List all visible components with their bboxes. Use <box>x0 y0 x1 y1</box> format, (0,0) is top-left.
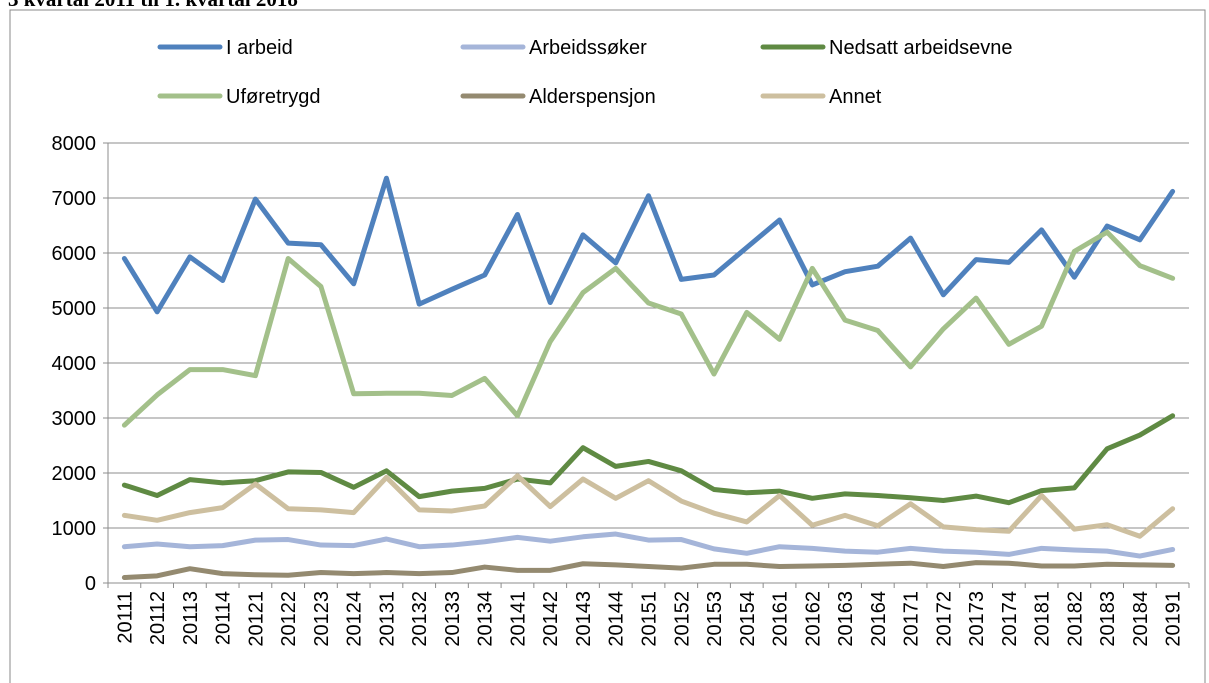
legend-label: Annet <box>829 86 882 108</box>
series-line <box>121 560 1176 580</box>
x-tick-label: 20153 <box>704 591 726 647</box>
x-tick-label: 20183 <box>1097 591 1119 647</box>
series-line <box>121 229 1176 428</box>
x-tick-label: 20154 <box>737 591 759 647</box>
x-tick-label: 20173 <box>966 591 988 647</box>
chart-frame <box>9 9 1206 683</box>
x-tick-label: 20171 <box>901 591 923 647</box>
x-tick-label: 20111 <box>114 591 136 644</box>
series-line <box>121 175 1176 315</box>
series-line <box>121 531 1176 559</box>
x-tick-label: 20162 <box>802 591 824 647</box>
x-tick-label: 20172 <box>933 591 955 647</box>
x-tick-label: 20142 <box>540 591 562 647</box>
x-tick-label: 20182 <box>1064 591 1086 647</box>
x-tick-label: 20184 <box>1130 591 1152 647</box>
x-tick-label: 20163 <box>835 591 857 647</box>
x-tick-label: 20174 <box>999 591 1021 647</box>
x-tick-label: 20112 <box>147 591 169 645</box>
x-tick-label: 20124 <box>344 591 366 647</box>
legend-label: Arbeidssøker <box>529 37 647 59</box>
x-tick-label: 20144 <box>606 591 628 647</box>
y-tick-label: 6000 <box>52 243 97 265</box>
y-tick-label: 5000 <box>52 298 97 320</box>
x-tick-label: 20181 <box>1032 591 1054 647</box>
x-tick-label: 20121 <box>245 591 267 647</box>
x-tick-label: 20114 <box>213 591 235 645</box>
y-tick-label: 1000 <box>52 518 97 540</box>
x-tick-label: 20113 <box>180 591 202 645</box>
x-tick-label: 20151 <box>639 591 661 647</box>
x-tick-label: 20132 <box>409 591 431 647</box>
x-tick-label: 20191 <box>1163 591 1185 647</box>
series-line <box>121 413 1176 506</box>
chart-title: 3 kvartal 2011 til 1. kvartal 2018 <box>8 0 298 11</box>
x-tick-label: 20143 <box>573 591 595 647</box>
x-tick-label: 20141 <box>507 591 529 647</box>
legend-label: Uføretrygd <box>226 86 320 108</box>
x-tick-label: 20123 <box>311 591 333 647</box>
x-tick-label: 20164 <box>868 591 890 647</box>
x-tick-label: 20134 <box>475 591 497 647</box>
x-tick-label: 20133 <box>442 591 464 647</box>
y-tick-label: 0 <box>85 573 96 595</box>
x-tick-label: 20131 <box>376 591 398 647</box>
series-line <box>121 473 1176 539</box>
legend-label: Nedsatt arbeidsevne <box>829 37 1012 59</box>
x-tick-label: 20122 <box>278 591 300 647</box>
y-tick-label: 8000 <box>52 133 97 155</box>
y-tick-label: 7000 <box>52 188 97 210</box>
y-tick-label: 4000 <box>52 353 97 375</box>
legend-label: Alderspensjon <box>529 86 656 108</box>
legend-label: I arbeid <box>226 37 293 59</box>
y-tick-label: 3000 <box>52 408 97 430</box>
y-tick-label: 2000 <box>52 463 97 485</box>
x-tick-label: 20161 <box>770 591 792 647</box>
x-tick-label: 20152 <box>671 591 693 647</box>
